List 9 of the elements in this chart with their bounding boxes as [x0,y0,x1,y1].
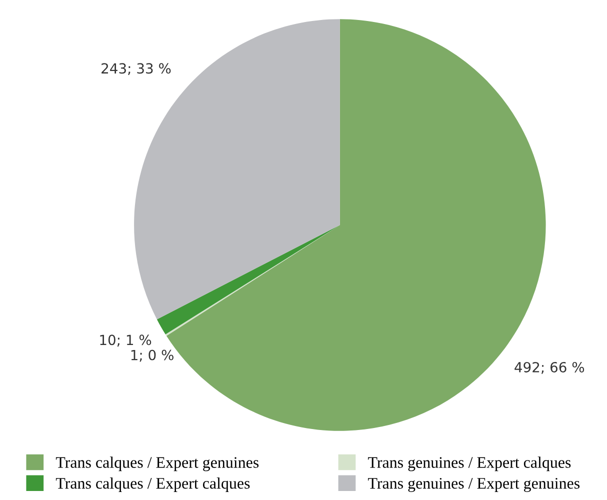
legend-label: Trans genuines / Expert genuines [368,478,580,492]
legend-label: Trans calques / Expert genuines [56,456,259,472]
data-label: 1; 0 % [131,350,174,362]
legend-label: Trans genuines / Expert calques [368,456,571,472]
data-label: 492; 66 % [514,362,584,374]
data-label: 10; 1 % [100,334,152,347]
legend-label: Trans calques / Expert calques [56,477,250,492]
pie-slice [134,19,340,320]
data-label: 243; 33 % [102,63,171,76]
